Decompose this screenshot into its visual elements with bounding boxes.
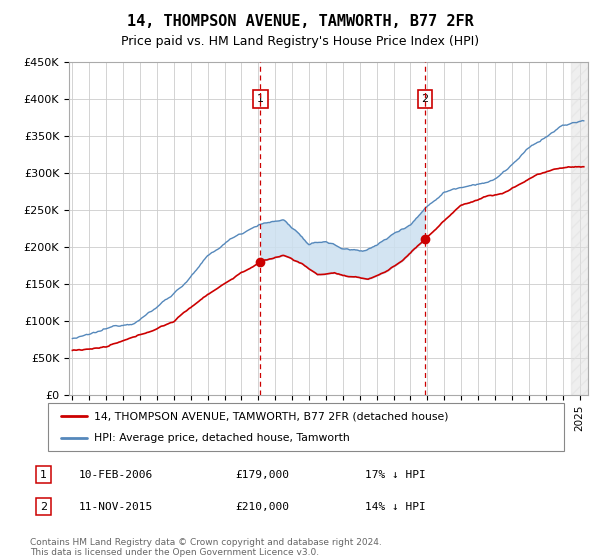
Text: 2: 2 <box>421 94 428 104</box>
Text: 17% ↓ HPI: 17% ↓ HPI <box>365 470 425 479</box>
Bar <box>571 62 588 395</box>
Text: 14, THOMPSON AVENUE, TAMWORTH, B77 2FR: 14, THOMPSON AVENUE, TAMWORTH, B77 2FR <box>127 14 473 29</box>
Text: 1: 1 <box>40 470 47 479</box>
Text: 11-NOV-2015: 11-NOV-2015 <box>79 502 153 512</box>
Text: 14% ↓ HPI: 14% ↓ HPI <box>365 502 425 512</box>
Text: 10-FEB-2006: 10-FEB-2006 <box>79 470 153 479</box>
Text: HPI: Average price, detached house, Tamworth: HPI: Average price, detached house, Tamw… <box>94 433 350 443</box>
Text: 1: 1 <box>257 94 264 104</box>
FancyBboxPatch shape <box>48 403 564 451</box>
Text: £179,000: £179,000 <box>235 470 289 479</box>
Text: £210,000: £210,000 <box>235 502 289 512</box>
Text: Contains HM Land Registry data © Crown copyright and database right 2024.
This d: Contains HM Land Registry data © Crown c… <box>30 538 382 557</box>
Text: Price paid vs. HM Land Registry's House Price Index (HPI): Price paid vs. HM Land Registry's House … <box>121 35 479 48</box>
Text: 2: 2 <box>40 502 47 512</box>
Text: 14, THOMPSON AVENUE, TAMWORTH, B77 2FR (detached house): 14, THOMPSON AVENUE, TAMWORTH, B77 2FR (… <box>94 411 449 421</box>
